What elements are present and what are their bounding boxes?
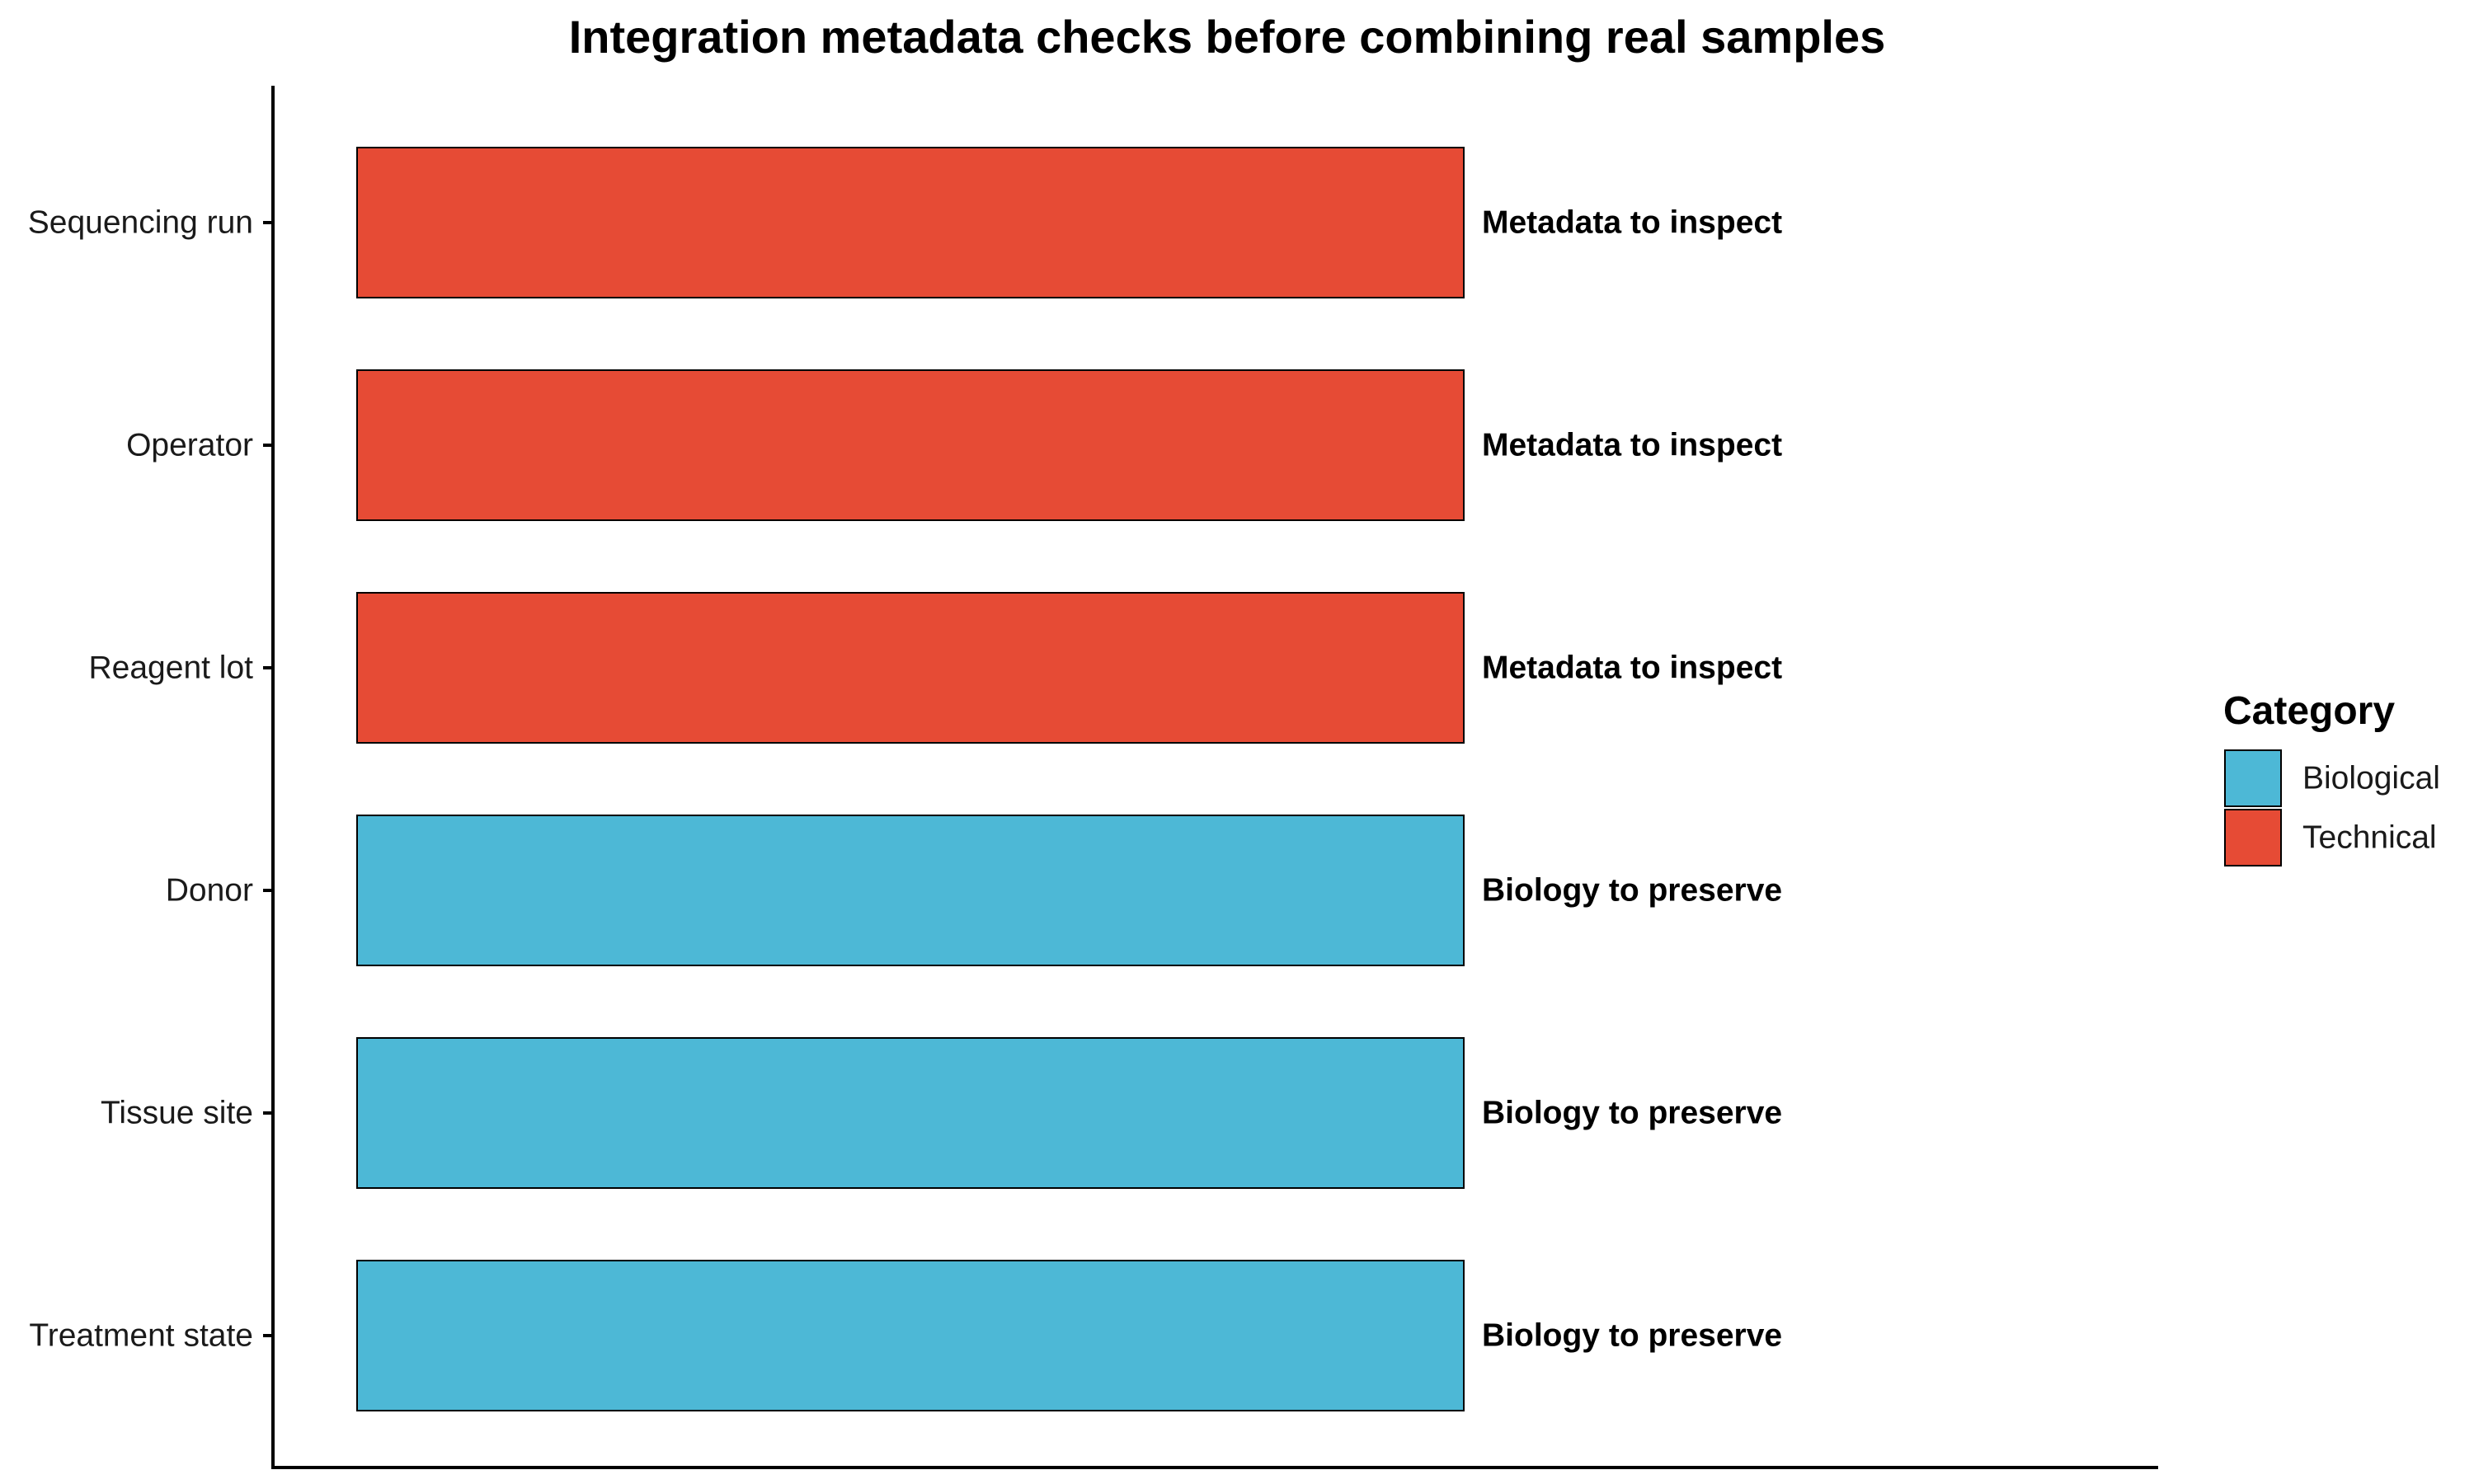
legend-label-technical: Technical (2302, 820, 2437, 856)
bar-label: Biology to preserve (1482, 1096, 1782, 1131)
y-tick-label: Operator (126, 428, 253, 463)
bar-label: Metadata to inspect (1482, 428, 1782, 463)
legend-key-technical (2224, 809, 2282, 866)
bar-sequencing-run (356, 147, 1465, 298)
y-axis-ticks: Sequencing run Operator Reagent lot Donor Ti… (28, 205, 273, 1354)
axes (271, 86, 2158, 1469)
bar-tissue-site (356, 1037, 1465, 1189)
chart-title: Integration metadata checks before combi… (569, 11, 1886, 63)
bar-label: Metadata to inspect (1482, 650, 1782, 686)
legend-label-biological: Biological (2302, 761, 2440, 796)
data-labels: Metadata to inspect Metadata to inspect Me… (1482, 205, 1782, 1354)
bar-label: Biology to preserve (1482, 1318, 1782, 1354)
legend: Category Biological Technical (2223, 689, 2440, 866)
legend-title: Category (2223, 689, 2395, 733)
bar-treatment-state (356, 1260, 1465, 1411)
legend-items: Biological Technical (2224, 749, 2440, 866)
bar-reagent-lot (356, 592, 1465, 744)
legend-key-biological (2224, 749, 2282, 807)
bar-label: Metadata to inspect (1482, 205, 1782, 241)
y-tick-label: Reagent lot (89, 650, 254, 686)
y-tick-label: Donor (166, 873, 253, 909)
y-tick-label: Treatment state (29, 1318, 253, 1354)
y-tick-label: Sequencing run (28, 205, 253, 241)
y-tick-label: Tissue site (101, 1096, 253, 1131)
bar-donor (356, 815, 1465, 966)
bar-operator (356, 369, 1465, 521)
bars-layer (356, 147, 1465, 1411)
bar-label: Biology to preserve (1482, 873, 1782, 909)
